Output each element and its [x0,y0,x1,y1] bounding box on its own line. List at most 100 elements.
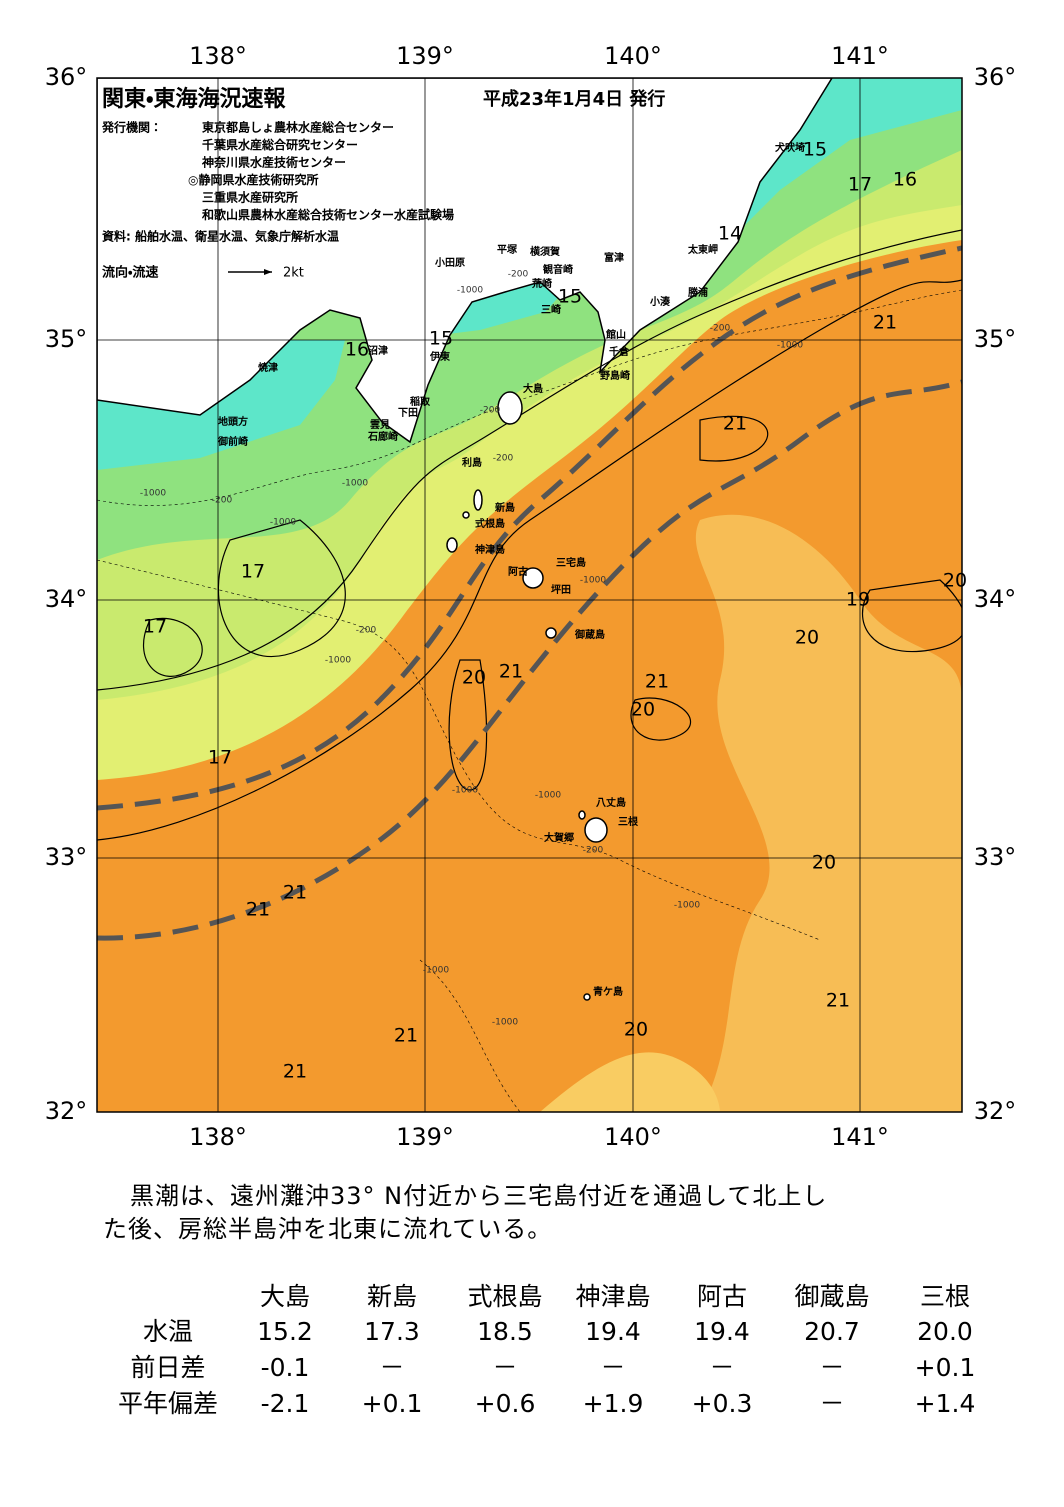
depth-label: -1000 [140,489,166,499]
isotherm-label: 20 [795,627,819,649]
sea-lighter [695,514,962,1112]
depth-label: -200 [710,324,731,334]
place-name: 青ケ島 [593,985,623,998]
table-cell: -0.1 [261,1353,310,1382]
depth-label: -1000 [452,786,478,796]
depth-label: -1000 [423,966,449,976]
place-name: 利島 [462,456,482,469]
place-name: 横須賀 [530,245,560,258]
isotherm-label: 20 [631,699,655,721]
depth-label: -200 [356,626,377,636]
isotherm-label: 21 [499,661,523,683]
place-name: 大賀郷 [544,831,574,844]
lon-label: 141° [831,42,889,70]
isotherm-label: 15 [558,286,582,308]
place-name: 八丈島 [596,796,626,809]
place-name: 犬吠埼 [775,141,805,154]
place-name: 大島 [523,382,543,395]
place-name: 小湊 [649,295,671,308]
isotherm-label: 19 [846,589,870,611]
place-name: 平塚 [497,243,518,256]
depth-label: -1000 [674,901,700,911]
depth-label: -1000 [325,656,351,666]
graticule [97,78,962,1112]
lat-label: 33° [974,843,1017,871]
land [97,78,833,444]
depth-label: -1000 [270,518,296,528]
isotherm-label: 17 [208,747,232,769]
isotherm-label: 20 [943,570,967,592]
place-name: 三崎 [541,303,561,316]
table-cell: － [819,1353,844,1382]
table-cell: +0.3 [692,1389,753,1418]
lon-label: 138° [189,1123,247,1151]
issuer: 千葉県水産総合研究センター [202,137,358,152]
legend-scale: 2kt [283,266,304,281]
lon-label: 138° [189,42,247,70]
table-cell: +0.1 [362,1389,423,1418]
legend-arrowhead [264,269,272,275]
issuer: 東京都島しょ農林水産総合センター [202,120,394,135]
place-name: 勝浦 [688,286,708,299]
map [97,78,962,1112]
lon-label: 139° [396,42,454,70]
issuer: ◎静岡県水産技術研究所 [188,172,318,187]
depth-label: -1000 [535,791,561,801]
title: 関東・東海海況速報 [102,86,286,112]
isotherm-label: 17 [241,561,265,583]
table-cell: － [492,1353,517,1382]
place-name: 富津 [604,251,624,264]
isotherm-label: 20 [462,667,486,689]
isotherm-label: 21 [723,413,747,435]
islands [446,391,608,1001]
lat-label: 34° [45,585,88,613]
summary-line: 黒潮は、遠州灘沖33° N付近から三宅島付近を通過して北上し [130,1182,827,1210]
place-name: 千倉 [609,345,630,358]
depth-label: -200 [583,846,604,856]
lat-label: 32° [45,1097,88,1125]
legend-label: 流向・流速 [102,265,158,281]
table-cell: 20.7 [804,1317,860,1346]
isotherm-label: 14 [718,223,742,245]
data-source: 資料: 船舶水温、衛星水温、気象庁解析水温 [102,229,339,244]
isotherms [97,229,962,841]
sea-lighter [540,1052,720,1112]
table-cell: 17.3 [364,1317,420,1346]
depth-label: -200 [493,454,514,464]
depth-label: -200 [480,406,501,416]
table-cell: 19.4 [694,1317,750,1346]
place-name: 館山 [605,328,626,341]
place-name: 地頭方 [218,415,248,428]
map-frame [96,77,963,1113]
isotherm-label: 17 [848,174,872,196]
isotherm-label: 15 [803,139,827,161]
isotherm-label: 21 [645,671,669,693]
isotherm-label: 20 [812,852,836,874]
table-cell: － [379,1353,404,1382]
isotherm-label: 21 [873,312,897,334]
lat-label: 36° [974,63,1017,91]
table-cell: 18.5 [477,1317,533,1346]
issue-date: 平成23年1月4日 発行 [483,88,665,110]
isotherm-label: 16 [893,169,917,191]
table-cell: － [819,1389,844,1418]
place-name: 三宅島 [556,556,586,569]
place-name: 荒崎 [531,277,552,290]
table-cell: － [709,1353,734,1382]
row-label: 平年偏差 [118,1389,218,1418]
lat-label: 35° [974,325,1017,353]
isotherm-label: 15 [429,328,453,350]
summary-line: た後、房総半島沖を北東に流れている。 [103,1215,552,1243]
place-name: 御蔵島 [574,628,605,641]
depth-label: -1000 [777,341,803,351]
place-name: 観音崎 [543,263,573,276]
isotherm-label: 21 [246,899,270,921]
table-cell: +0.1 [915,1353,976,1382]
place-name: 坪田 [551,583,571,596]
lon-label: 139° [396,1123,454,1151]
table-cell: 19.4 [585,1317,641,1346]
issuer-label: 発行機関： [101,120,162,135]
place-name: 沼津 [368,344,388,357]
table-header: 御蔵島 [794,1282,869,1311]
